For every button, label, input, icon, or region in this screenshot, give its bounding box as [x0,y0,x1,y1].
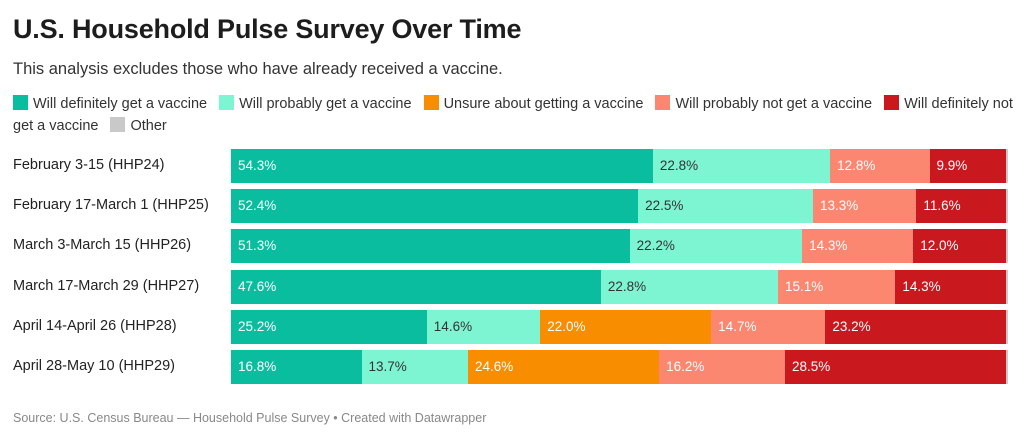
legend-label: Other [130,118,167,134]
bar-segment: 22.8% [600,269,778,304]
stacked-bar: 54.3% 22.8% 12.8% 9.9% [231,149,1008,183]
data-label: 12.8% [837,158,876,173]
data-label: 16.2% [666,359,705,374]
chart-subtitle: This analysis excludes those who have al… [13,60,503,78]
legend-label: Will probably get a vaccine [239,96,412,112]
legend-item: Will definitely not get a vaccine [13,95,1013,134]
bar-segment [1006,350,1008,384]
bar-segment: 13.3% [812,189,917,224]
bar-segment [1006,189,1008,224]
legend-label: Will probably not get a vaccine [675,96,873,112]
data-label: 23.2% [832,318,871,334]
bar-segment: 16.2% [659,350,785,384]
bar-segment: 13.7% [361,350,468,384]
legend-swatch [219,95,235,110]
data-label: 52.4% [238,198,277,214]
data-label: 14.7% [718,318,757,334]
bar-segment: 16.8% [231,350,362,384]
bar-segment: 47.6% [231,269,601,304]
legend-item: Will probably not get a vaccine [655,95,873,112]
legend: Will definitely get a vaccine Will probab… [13,93,1013,137]
bar-segment [1006,269,1008,304]
bar-segment: 25.2% [231,309,427,344]
data-label: 22.5% [645,198,684,214]
bar-segment: 12.0% [913,229,1007,264]
stacked-bar-chart: February 3-15 (HHP24) 54.3% 22.8% 12.8% 9.9%… [0,149,1024,385]
bar-segment: 22.0% [540,309,712,344]
data-label: 24.6% [474,359,514,374]
data-label: 14.3% [902,278,941,294]
stacked-bar: 47.6% 22.8% 15.1% 14.3% [231,269,1008,304]
data-label: 12.0% [920,238,959,254]
bar-segment: 22.5% [638,189,813,224]
bar-segment: 54.3% [231,149,653,183]
bar-row: April 14-April 26 (HHP28) 25.2% 14.6% 22.0%… [0,309,1024,344]
legend-item: Will probably get a vaccine [219,95,412,112]
legend-swatch [13,95,28,110]
bar-row: March 3-March 15 (HHP26) 51.3% 22.2% 14.3% 1… [0,229,1024,264]
bar-segment: 52.4% [231,189,639,224]
data-label: 11.6% [923,198,961,214]
legend-label: Will definitely not get a vaccine [13,96,1013,134]
legend-label: Unsure about getting a vaccine [443,96,644,112]
category-label: April 28-May 10 (HHP29) [13,358,175,374]
data-label: 16.8% [238,359,277,374]
category-label: February 3-15 (HHP24) [13,157,165,173]
legend-label: Will definitely get a vaccine [33,96,208,112]
bar-row: March 17-March 29 (HHP27) 47.6% 22.8% 15.1%… [0,269,1024,304]
data-label: 14.3% [809,238,848,254]
data-label: 22.8% [607,278,647,294]
bar-row: February 17-March 1 (HHP25) 52.4% 22.5% 13.… [0,189,1024,224]
data-label: 22.8% [659,158,699,173]
bar-segment: 28.5% [785,350,1007,384]
bar-segment: 22.2% [629,229,803,264]
bar-segment: 51.3% [231,229,630,264]
data-label: 47.6% [238,278,277,294]
data-label: 13.3% [819,198,859,214]
stacked-bar: 52.4% 22.5% 13.3% 11.6% [231,189,1008,224]
data-label: 51.3% [238,238,277,254]
bar-segment: 14.3% [802,229,914,264]
bar-row: February 3-15 (HHP24) 54.3% 22.8% 12.8% 9.9% [0,149,1024,183]
data-label: 14.6% [433,318,473,334]
legend-swatch [655,95,671,110]
data-label: 28.5% [792,359,831,374]
data-label: 15.1% [785,278,824,294]
data-label: 25.2% [238,318,277,334]
legend-item: Other [110,117,167,134]
bar-segment: 23.2% [825,309,1006,344]
data-label: 9.9% [936,158,968,173]
legend-swatch [110,117,126,132]
bar-segment [1005,309,1008,344]
category-label: March 3-March 15 (HHP26) [13,237,192,254]
source-note: Source: U.S. Census Bureau — Household P… [13,411,487,425]
data-label: 54.3% [238,158,277,173]
bar-segment [1006,229,1008,264]
legend-swatch [423,95,439,110]
chart-title: U.S. Household Pulse Survey Over Time [13,14,522,44]
data-label: 22.0% [547,318,586,334]
bar-segment: 15.1% [778,269,896,304]
stacked-bar: 51.3% 22.2% 14.3% 12.0% [231,229,1008,264]
category-label: February 17-March 1 (HHP25) [13,197,209,214]
stacked-bar: 25.2% 14.6% 22.0% 14.7% 23.2% [231,309,1008,344]
bar-segment: 9.9% [929,149,1007,183]
bar-segment: 14.6% [426,309,541,344]
bar-segment: 12.8% [830,149,930,183]
data-label: 13.7% [368,359,407,374]
stacked-bar: 16.8% 13.7% 24.6% 16.2% 28.5% [231,350,1008,384]
bar-segment [1006,149,1008,183]
category-label: March 17-March 29 (HHP27) [13,277,200,294]
bar-segment: 24.6% [467,350,660,384]
bar-row: April 28-May 10 (HHP29) 16.8% 13.7% 24.6% 16… [0,350,1024,384]
legend-swatch [884,95,900,110]
legend-item: Unsure about getting a vaccine [423,95,644,112]
category-label: April 14-April 26 (HHP28) [13,317,177,334]
bar-segment: 14.3% [895,269,1007,304]
bar-segment: 14.7% [711,309,826,344]
bar-segment: 11.6% [916,189,1007,224]
bar-segment: 22.8% [652,149,831,183]
data-label: 22.2% [636,238,675,254]
legend-item: Will definitely get a vaccine [13,95,208,112]
